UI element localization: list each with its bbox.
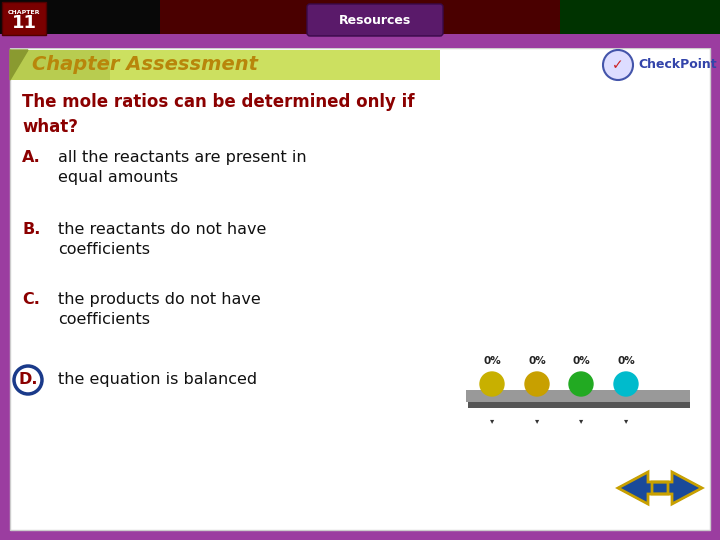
Text: A.: A.	[22, 151, 41, 165]
FancyBboxPatch shape	[160, 0, 560, 35]
FancyBboxPatch shape	[10, 50, 440, 80]
Text: ✓: ✓	[612, 58, 624, 72]
Text: B.: B.	[22, 222, 40, 238]
FancyBboxPatch shape	[0, 0, 160, 35]
Text: ▾: ▾	[535, 416, 539, 425]
Text: ▾: ▾	[624, 416, 628, 425]
Text: 11: 11	[12, 14, 37, 32]
Text: CHAPTER: CHAPTER	[8, 10, 40, 15]
Text: ▾: ▾	[579, 416, 583, 425]
Text: the products do not have
coefficients: the products do not have coefficients	[58, 292, 261, 327]
FancyBboxPatch shape	[10, 48, 710, 530]
Text: the equation is balanced: the equation is balanced	[58, 372, 257, 387]
FancyBboxPatch shape	[307, 4, 443, 36]
Text: C.: C.	[22, 293, 40, 307]
Polygon shape	[618, 472, 668, 504]
Text: 0%: 0%	[528, 356, 546, 366]
FancyBboxPatch shape	[560, 0, 720, 35]
Text: D.: D.	[18, 373, 37, 388]
FancyBboxPatch shape	[2, 2, 46, 35]
FancyBboxPatch shape	[0, 34, 720, 48]
Text: ▾: ▾	[490, 416, 494, 425]
Text: the reactants do not have
coefficients: the reactants do not have coefficients	[58, 222, 266, 258]
Polygon shape	[652, 472, 702, 504]
Text: 0%: 0%	[617, 356, 635, 366]
Polygon shape	[10, 50, 28, 80]
Circle shape	[614, 372, 638, 396]
Circle shape	[569, 372, 593, 396]
FancyBboxPatch shape	[10, 50, 110, 80]
Text: CheckPoint: CheckPoint	[638, 58, 716, 71]
Circle shape	[603, 50, 633, 80]
FancyBboxPatch shape	[468, 398, 690, 408]
Text: all the reactants are present in
equal amounts: all the reactants are present in equal a…	[58, 150, 307, 185]
Text: Chapter Assessment: Chapter Assessment	[32, 56, 258, 75]
Text: 0%: 0%	[572, 356, 590, 366]
Text: The mole ratios can be determined only if
what?: The mole ratios can be determined only i…	[22, 93, 415, 136]
Text: 0%: 0%	[483, 356, 501, 366]
Text: Resources: Resources	[339, 14, 411, 26]
FancyBboxPatch shape	[466, 390, 690, 402]
Circle shape	[525, 372, 549, 396]
Circle shape	[480, 372, 504, 396]
